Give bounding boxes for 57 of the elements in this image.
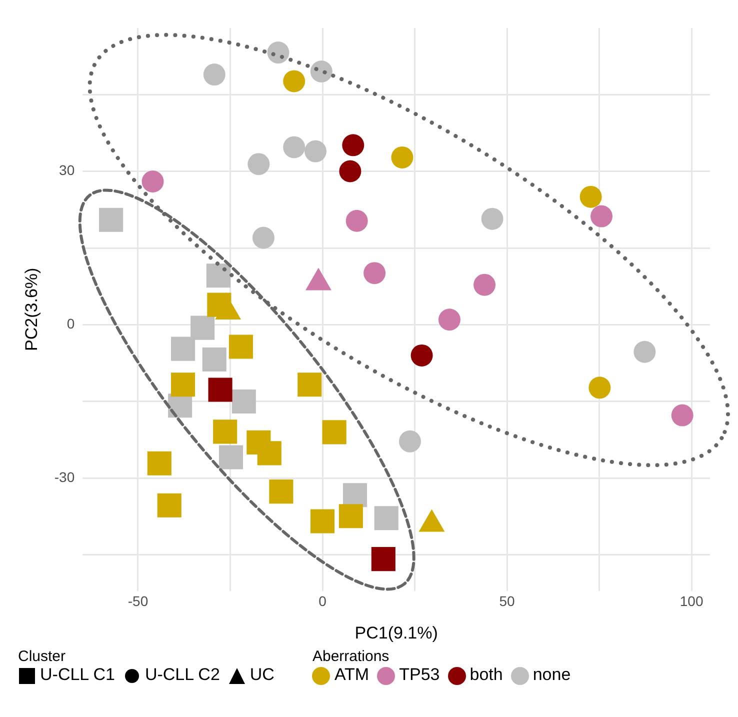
x-tick-label: -50 xyxy=(128,593,148,610)
text: Cluster xyxy=(18,648,66,665)
x-tick-label: 50 xyxy=(499,593,516,610)
point xyxy=(157,493,182,518)
point xyxy=(269,480,294,504)
point xyxy=(310,509,335,534)
legend-label: TP53 xyxy=(398,665,440,684)
point xyxy=(267,42,290,64)
point xyxy=(364,262,386,284)
point xyxy=(228,334,253,359)
point xyxy=(170,372,196,397)
point xyxy=(213,420,238,444)
legend-label: ATM xyxy=(333,665,370,684)
point xyxy=(170,336,196,361)
point xyxy=(298,372,322,397)
point xyxy=(398,430,421,452)
point xyxy=(257,441,282,466)
point xyxy=(203,64,226,86)
point xyxy=(206,264,230,288)
point xyxy=(342,134,364,156)
point xyxy=(438,308,460,331)
point xyxy=(346,210,368,232)
point xyxy=(590,205,613,228)
point xyxy=(374,506,398,530)
legend-label: UC xyxy=(248,665,274,684)
y-axis-title: PC2(3.6%) xyxy=(22,268,41,351)
point xyxy=(190,316,215,340)
point xyxy=(283,136,306,158)
point xyxy=(248,153,270,176)
x-tick-label: 100 xyxy=(680,593,704,610)
point xyxy=(338,504,363,528)
point xyxy=(474,274,496,296)
point xyxy=(322,420,346,444)
point xyxy=(218,445,244,470)
point xyxy=(310,60,332,82)
text: Aberrations xyxy=(312,648,390,665)
point xyxy=(410,344,433,366)
legend-label: none xyxy=(532,665,571,684)
point xyxy=(252,226,274,249)
legend-label: U-CLL C1 xyxy=(39,665,115,684)
point xyxy=(232,389,256,414)
legend-label: both xyxy=(468,665,503,684)
y-tick-label: -30 xyxy=(54,469,75,486)
y-tick-label: 30 xyxy=(59,162,75,178)
point xyxy=(99,208,124,232)
point xyxy=(147,451,172,476)
point xyxy=(634,340,656,363)
x-axis-title: PC1(9.1%) xyxy=(354,623,438,642)
point xyxy=(339,160,362,182)
y-tick-label: 0 xyxy=(66,316,75,332)
point xyxy=(304,140,326,162)
point xyxy=(481,208,504,230)
legend-label: U-CLL C2 xyxy=(144,665,220,684)
x-tick-label: 0 xyxy=(318,593,327,610)
point xyxy=(142,170,164,192)
point xyxy=(671,404,694,426)
point xyxy=(202,348,226,372)
